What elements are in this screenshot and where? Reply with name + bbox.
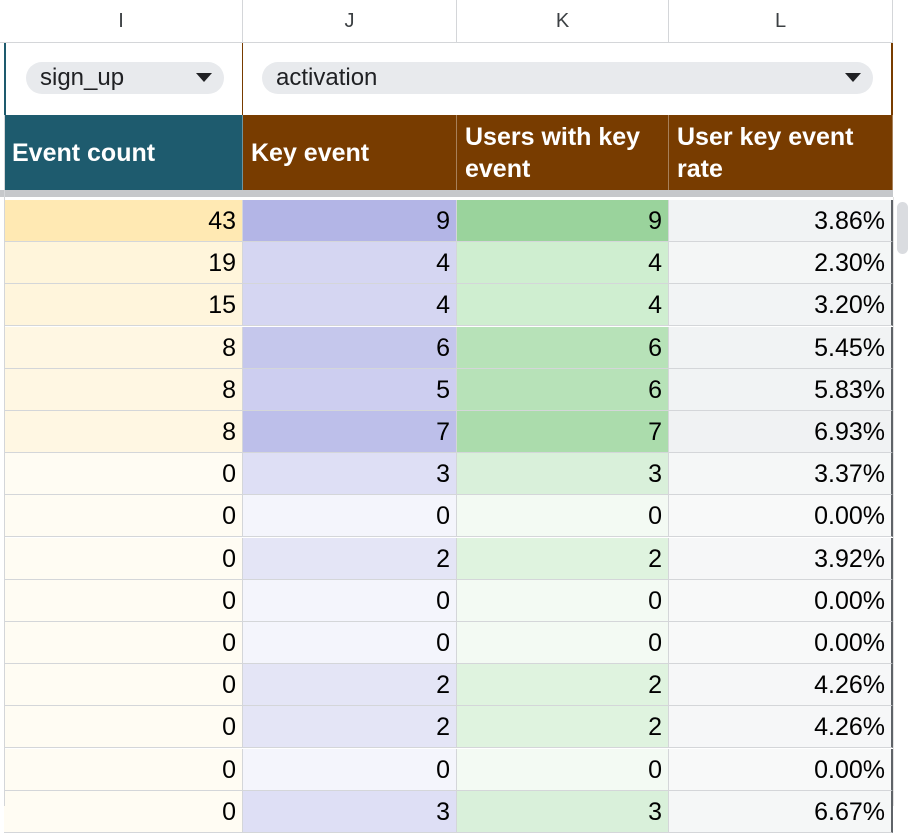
cell-event-count[interactable]: 8 bbox=[4, 369, 243, 411]
scrollbar-thumb[interactable] bbox=[897, 202, 908, 254]
dropdown-cell-key-event: activation bbox=[243, 43, 893, 115]
cell-users-with-key-event[interactable]: 0 bbox=[457, 749, 669, 791]
column-header-L[interactable]: L bbox=[669, 0, 893, 43]
cell-key-event[interactable]: 9 bbox=[243, 200, 457, 242]
cell-users-with-key-event[interactable]: 7 bbox=[457, 411, 669, 453]
key-event-dropdown[interactable]: activation bbox=[262, 62, 873, 94]
cell-users-with-key-event[interactable]: 0 bbox=[457, 495, 669, 537]
cell-key-event[interactable]: 5 bbox=[243, 369, 457, 411]
cell-key-event[interactable]: 7 bbox=[243, 411, 457, 453]
cell-event-count[interactable]: 0 bbox=[4, 538, 243, 580]
cell-user-key-event-rate[interactable]: 6.67% bbox=[669, 791, 893, 833]
cell-event-count[interactable]: 0 bbox=[4, 495, 243, 537]
cell-user-key-event-rate[interactable]: 6.93% bbox=[669, 411, 893, 453]
cell-user-key-event-rate[interactable]: 4.26% bbox=[669, 706, 893, 748]
cell-event-count[interactable]: 8 bbox=[4, 327, 243, 369]
cell-users-with-key-event[interactable]: 4 bbox=[457, 284, 669, 326]
column-header-J[interactable]: J bbox=[243, 0, 457, 43]
header-event-count-label: Event count bbox=[12, 138, 156, 167]
cell-users-with-key-event[interactable]: 0 bbox=[457, 580, 669, 622]
cell-key-event[interactable]: 3 bbox=[243, 453, 457, 495]
cell-event-count[interactable]: 0 bbox=[4, 791, 243, 833]
cell-users-with-key-event[interactable]: 2 bbox=[457, 538, 669, 580]
header-key-event-label: Key event bbox=[251, 138, 370, 167]
chevron-down-icon bbox=[196, 73, 212, 82]
cell-event-count[interactable]: 43 bbox=[4, 200, 243, 242]
left-gridline bbox=[4, 115, 5, 806]
cell-user-key-event-rate[interactable]: 5.45% bbox=[669, 327, 893, 369]
cell-users-with-key-event[interactable]: 0 bbox=[457, 622, 669, 664]
cell-key-event[interactable]: 0 bbox=[243, 749, 457, 791]
cell-event-count[interactable]: 8 bbox=[4, 411, 243, 453]
cell-event-count[interactable]: 0 bbox=[4, 664, 243, 706]
cell-users-with-key-event[interactable]: 6 bbox=[457, 369, 669, 411]
vertical-scrollbar[interactable] bbox=[893, 197, 910, 806]
cell-users-with-key-event[interactable]: 2 bbox=[457, 706, 669, 748]
header-key-event: Key event bbox=[243, 115, 457, 190]
cell-user-key-event-rate[interactable]: 5.83% bbox=[669, 369, 893, 411]
header-users-with-key-event-label: Users with key event bbox=[465, 122, 641, 183]
cell-key-event[interactable]: 2 bbox=[243, 706, 457, 748]
cell-users-with-key-event[interactable]: 4 bbox=[457, 242, 669, 284]
event-dropdown-value: sign_up bbox=[40, 64, 125, 91]
cell-user-key-event-rate[interactable]: 3.20% bbox=[669, 284, 893, 326]
cell-key-event[interactable]: 4 bbox=[243, 284, 457, 326]
scrollbar-top-area bbox=[893, 0, 910, 197]
dropdown-cell-event-count: sign_up bbox=[4, 43, 243, 115]
cell-key-event[interactable]: 2 bbox=[243, 664, 457, 706]
cell-user-key-event-rate[interactable]: 3.92% bbox=[669, 538, 893, 580]
cell-event-count[interactable]: 15 bbox=[4, 284, 243, 326]
cell-event-count[interactable]: 0 bbox=[4, 580, 243, 622]
header-user-key-event-rate: User key event rate bbox=[669, 115, 893, 190]
cell-key-event[interactable]: 0 bbox=[243, 580, 457, 622]
cell-users-with-key-event[interactable]: 3 bbox=[457, 453, 669, 495]
cell-key-event[interactable]: 6 bbox=[243, 327, 457, 369]
cell-event-count[interactable]: 0 bbox=[4, 622, 243, 664]
cell-event-count[interactable]: 19 bbox=[4, 242, 243, 284]
cell-event-count[interactable]: 0 bbox=[4, 453, 243, 495]
column-header-I[interactable]: I bbox=[0, 0, 243, 43]
cell-user-key-event-rate[interactable]: 0.00% bbox=[669, 622, 893, 664]
cell-users-with-key-event[interactable]: 3 bbox=[457, 791, 669, 833]
cell-user-key-event-rate[interactable]: 2.30% bbox=[669, 242, 893, 284]
cell-key-event[interactable]: 4 bbox=[243, 242, 457, 284]
cell-user-key-event-rate[interactable]: 0.00% bbox=[669, 495, 893, 537]
cell-key-event[interactable]: 0 bbox=[243, 495, 457, 537]
cell-users-with-key-event[interactable]: 6 bbox=[457, 327, 669, 369]
cell-user-key-event-rate[interactable]: 3.86% bbox=[669, 200, 893, 242]
cell-user-key-event-rate[interactable]: 0.00% bbox=[669, 749, 893, 791]
event-dropdown[interactable]: sign_up bbox=[26, 62, 224, 94]
cell-user-key-event-rate[interactable]: 0.00% bbox=[669, 580, 893, 622]
frozen-row-divider[interactable] bbox=[0, 190, 894, 197]
header-users-with-key-event: Users with key event bbox=[457, 115, 669, 190]
column-header-K[interactable]: K bbox=[457, 0, 669, 43]
cell-key-event[interactable]: 3 bbox=[243, 791, 457, 833]
cell-event-count[interactable]: 0 bbox=[4, 706, 243, 748]
cell-key-event[interactable]: 0 bbox=[243, 622, 457, 664]
key-event-dropdown-value: activation bbox=[276, 64, 378, 91]
cell-event-count[interactable]: 0 bbox=[4, 749, 243, 791]
cell-users-with-key-event[interactable]: 9 bbox=[457, 200, 669, 242]
chevron-down-icon bbox=[845, 73, 861, 82]
cell-key-event[interactable]: 2 bbox=[243, 538, 457, 580]
cell-users-with-key-event[interactable]: 2 bbox=[457, 664, 669, 706]
cell-user-key-event-rate[interactable]: 4.26% bbox=[669, 664, 893, 706]
header-user-key-event-rate-label: User key event rate bbox=[677, 122, 854, 183]
cell-user-key-event-rate[interactable]: 3.37% bbox=[669, 453, 893, 495]
header-event-count: Event count bbox=[4, 115, 243, 190]
